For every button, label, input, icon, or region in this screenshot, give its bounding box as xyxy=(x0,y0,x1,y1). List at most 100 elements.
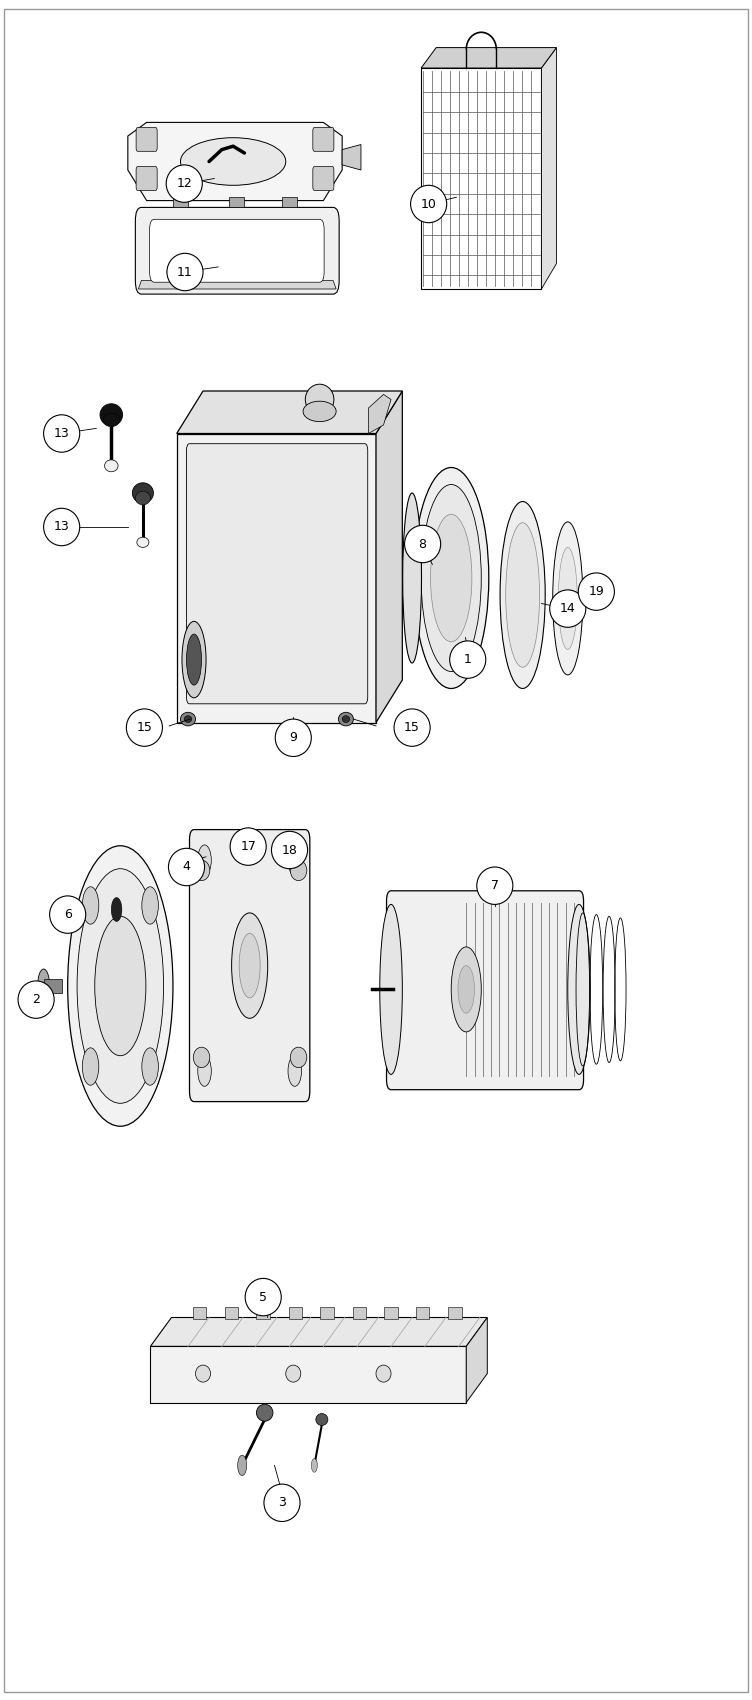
Ellipse shape xyxy=(430,515,472,643)
Text: 1: 1 xyxy=(464,653,472,666)
FancyBboxPatch shape xyxy=(193,1307,206,1319)
Circle shape xyxy=(238,1455,247,1476)
FancyBboxPatch shape xyxy=(229,197,244,207)
Ellipse shape xyxy=(167,253,203,291)
Ellipse shape xyxy=(50,896,86,933)
FancyBboxPatch shape xyxy=(135,207,339,294)
Ellipse shape xyxy=(403,493,421,663)
Text: 19: 19 xyxy=(589,585,604,598)
Ellipse shape xyxy=(451,947,481,1032)
Ellipse shape xyxy=(421,484,481,672)
Ellipse shape xyxy=(105,459,118,473)
Ellipse shape xyxy=(338,712,353,726)
Ellipse shape xyxy=(414,468,489,688)
Ellipse shape xyxy=(290,1047,307,1068)
FancyBboxPatch shape xyxy=(150,219,324,282)
Polygon shape xyxy=(177,391,402,434)
Ellipse shape xyxy=(232,913,268,1018)
Ellipse shape xyxy=(193,1047,210,1068)
Text: 15: 15 xyxy=(404,721,420,734)
Text: 14: 14 xyxy=(560,602,575,615)
Ellipse shape xyxy=(477,867,513,904)
Text: 15: 15 xyxy=(136,721,153,734)
Ellipse shape xyxy=(558,547,578,649)
Polygon shape xyxy=(150,1318,487,1346)
Ellipse shape xyxy=(500,502,545,689)
FancyBboxPatch shape xyxy=(387,891,584,1090)
Ellipse shape xyxy=(405,525,441,563)
Ellipse shape xyxy=(394,709,430,746)
Ellipse shape xyxy=(77,869,164,1103)
Ellipse shape xyxy=(305,384,334,415)
Ellipse shape xyxy=(290,860,307,881)
Text: 18: 18 xyxy=(281,843,298,857)
Text: 7: 7 xyxy=(491,879,499,892)
Ellipse shape xyxy=(18,981,54,1018)
Ellipse shape xyxy=(256,1404,273,1421)
Ellipse shape xyxy=(168,848,205,886)
Text: 3: 3 xyxy=(278,1496,286,1510)
FancyBboxPatch shape xyxy=(313,128,334,151)
Ellipse shape xyxy=(166,165,202,202)
Text: 12: 12 xyxy=(177,177,192,190)
Ellipse shape xyxy=(275,719,311,756)
Ellipse shape xyxy=(184,716,192,722)
FancyBboxPatch shape xyxy=(136,128,157,151)
Polygon shape xyxy=(342,144,361,170)
Circle shape xyxy=(311,1459,317,1472)
Ellipse shape xyxy=(239,933,260,998)
Text: 9: 9 xyxy=(290,731,297,745)
Text: 6: 6 xyxy=(64,908,71,921)
Circle shape xyxy=(198,1056,211,1086)
Ellipse shape xyxy=(411,185,447,223)
Text: 2: 2 xyxy=(32,993,40,1006)
Ellipse shape xyxy=(303,401,336,422)
Ellipse shape xyxy=(450,641,486,678)
FancyBboxPatch shape xyxy=(416,1307,429,1319)
Ellipse shape xyxy=(271,831,308,869)
Polygon shape xyxy=(150,1346,466,1402)
Ellipse shape xyxy=(230,828,266,865)
Text: 13: 13 xyxy=(54,427,69,440)
Ellipse shape xyxy=(182,622,206,697)
Circle shape xyxy=(142,1047,159,1085)
Ellipse shape xyxy=(137,537,149,547)
FancyBboxPatch shape xyxy=(448,1307,462,1319)
Polygon shape xyxy=(368,394,391,434)
Ellipse shape xyxy=(126,709,162,746)
Ellipse shape xyxy=(186,634,202,685)
FancyBboxPatch shape xyxy=(186,444,368,704)
Text: 10: 10 xyxy=(420,197,437,211)
Ellipse shape xyxy=(100,405,123,427)
Polygon shape xyxy=(421,48,556,68)
FancyBboxPatch shape xyxy=(313,167,334,190)
Ellipse shape xyxy=(68,847,173,1127)
Ellipse shape xyxy=(286,1365,301,1382)
Circle shape xyxy=(142,887,159,925)
Ellipse shape xyxy=(180,712,196,726)
Ellipse shape xyxy=(103,413,120,427)
FancyBboxPatch shape xyxy=(256,1307,270,1319)
Bar xyxy=(44,979,62,993)
Ellipse shape xyxy=(553,522,583,675)
Text: 17: 17 xyxy=(240,840,256,853)
Polygon shape xyxy=(541,48,556,289)
Ellipse shape xyxy=(180,138,286,185)
FancyBboxPatch shape xyxy=(282,197,297,207)
Ellipse shape xyxy=(264,1484,300,1522)
Ellipse shape xyxy=(568,904,590,1074)
Ellipse shape xyxy=(132,483,153,503)
Text: 11: 11 xyxy=(177,265,193,279)
FancyBboxPatch shape xyxy=(136,167,157,190)
Ellipse shape xyxy=(196,1365,211,1382)
Ellipse shape xyxy=(135,491,150,505)
Circle shape xyxy=(288,1056,302,1086)
Ellipse shape xyxy=(505,524,539,668)
FancyBboxPatch shape xyxy=(353,1307,366,1319)
Polygon shape xyxy=(177,434,376,722)
Ellipse shape xyxy=(44,415,80,452)
FancyBboxPatch shape xyxy=(173,197,188,207)
Circle shape xyxy=(288,845,302,876)
Polygon shape xyxy=(421,68,541,289)
Polygon shape xyxy=(128,122,342,201)
